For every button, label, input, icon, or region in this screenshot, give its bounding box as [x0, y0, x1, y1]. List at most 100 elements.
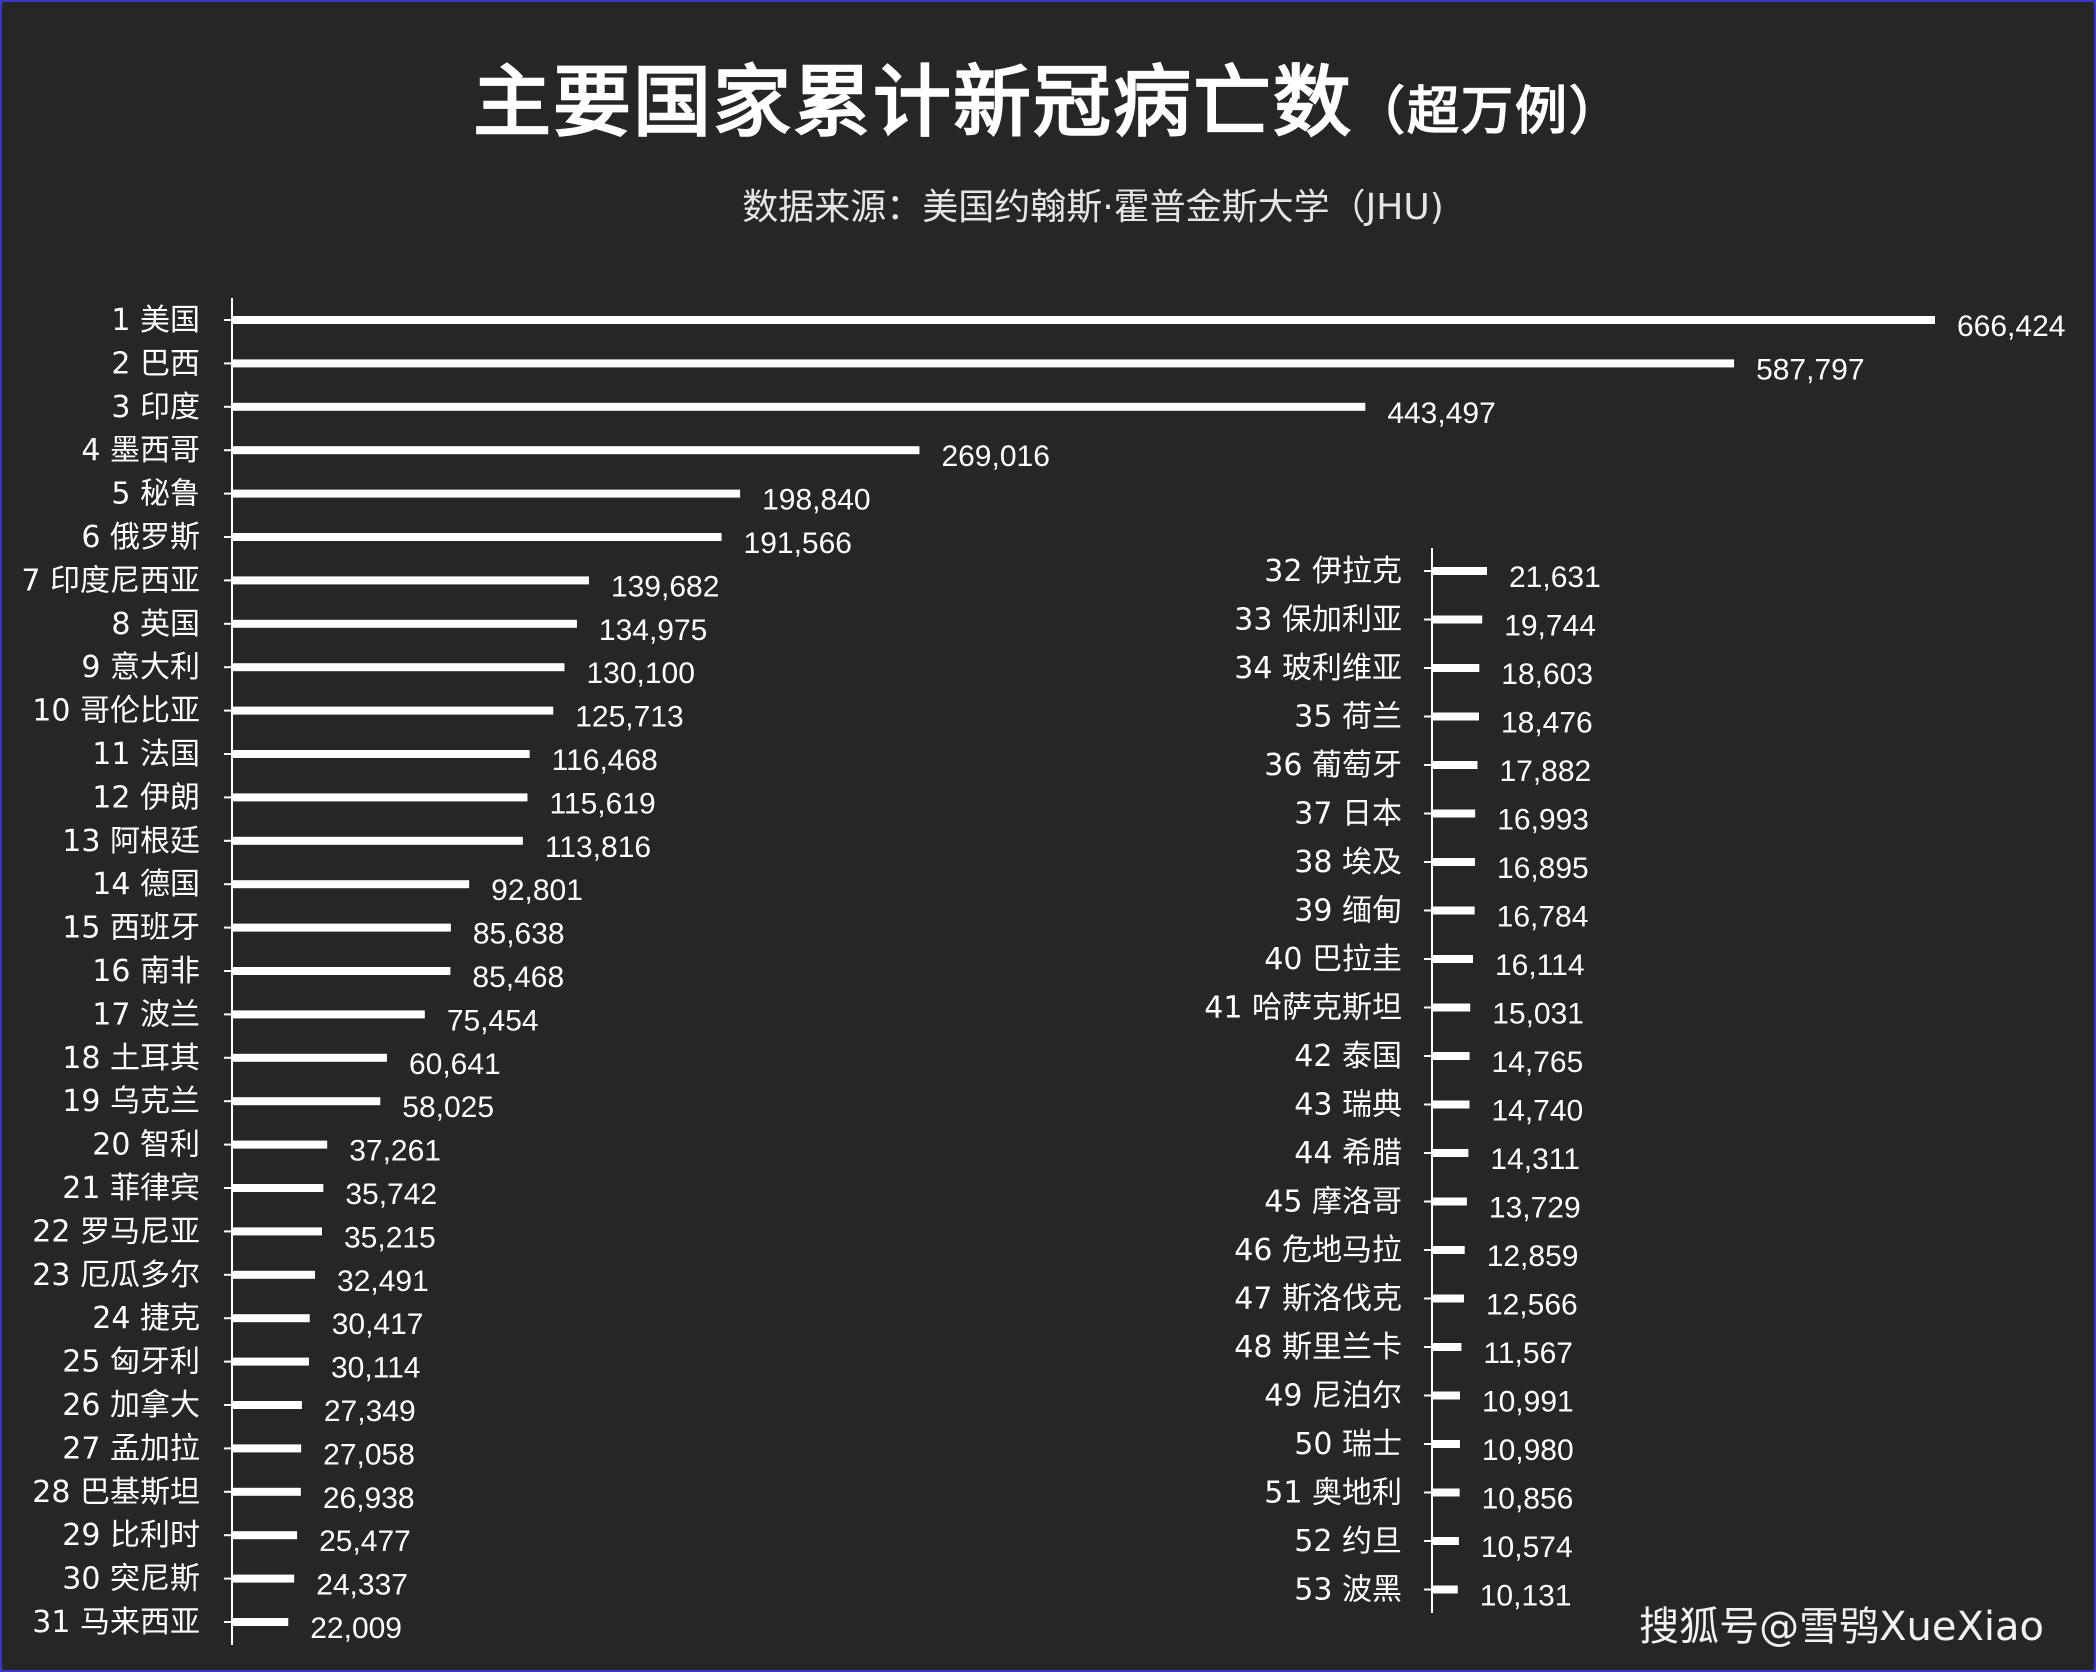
- bar: [1432, 1052, 1470, 1060]
- value-label: 10,574: [1481, 1531, 1573, 1564]
- bar: [232, 967, 451, 975]
- value-label: 443,497: [1387, 397, 1495, 430]
- bar: [232, 706, 554, 715]
- bar: [1432, 1585, 1458, 1594]
- value-label: 27,058: [323, 1438, 415, 1471]
- bar: [232, 1618, 289, 1626]
- bar: [1432, 761, 1478, 769]
- value-label: 92,801: [491, 874, 583, 907]
- bar: [232, 316, 1935, 324]
- chart-title: 主要国家累计新冠病亡数（超万例）: [0, 40, 2096, 152]
- bar: [232, 880, 470, 889]
- category-label: 7 印度尼西亚: [21, 563, 200, 598]
- bar: [1432, 1003, 1471, 1012]
- value-label: 134,975: [599, 614, 707, 647]
- value-label: 35,215: [344, 1221, 436, 1254]
- category-label: 53 波黑: [1294, 1573, 1402, 1608]
- value-label: 115,619: [549, 787, 655, 820]
- category-label: 44 希腊: [1294, 1136, 1402, 1171]
- value-label: 85,638: [473, 918, 565, 951]
- value-label: 25,477: [319, 1525, 411, 1558]
- bar: [232, 663, 565, 672]
- bar: [232, 446, 920, 455]
- category-label: 11 法国: [92, 737, 200, 772]
- category-label: 37 日本: [1294, 797, 1402, 832]
- category-label: 43 瑞典: [1294, 1088, 1402, 1123]
- bar: [232, 1401, 302, 1409]
- category-label: 46 危地马拉: [1234, 1233, 1402, 1268]
- category-label: 45 摩洛哥: [1264, 1185, 1402, 1220]
- inset-panel: 32 伊拉克 21,631 33 保加利亚 19,744 34 玻利维亚 18,603 35…: [1204, 548, 1601, 1613]
- bar: [232, 1097, 381, 1106]
- value-label: 32,491: [337, 1265, 429, 1298]
- category-label: 29 比利时: [62, 1518, 200, 1553]
- value-label: 18,476: [1501, 707, 1593, 740]
- category-label: 3 印度: [111, 390, 200, 425]
- bar: [1432, 1246, 1465, 1254]
- value-label: 37,261: [349, 1135, 441, 1168]
- value-label: 17,882: [1499, 755, 1591, 788]
- category-label: 20 智利: [92, 1128, 200, 1163]
- value-label: 60,641: [409, 1048, 501, 1081]
- value-label: 26,938: [323, 1482, 415, 1515]
- bar: [232, 1140, 328, 1149]
- bar: [1432, 1391, 1460, 1400]
- category-label: 30 突尼斯: [62, 1562, 200, 1597]
- category-label: 51 奥地利: [1264, 1476, 1402, 1511]
- value-label: 11,567: [1483, 1337, 1573, 1370]
- category-label: 32 伊拉克: [1264, 554, 1402, 589]
- bar: [232, 1357, 309, 1366]
- category-label: 47 斯洛伐克: [1234, 1282, 1402, 1317]
- bar: [1432, 615, 1483, 624]
- bar: [232, 836, 523, 845]
- category-label: 52 约旦: [1294, 1524, 1402, 1559]
- bar: [232, 359, 1735, 368]
- value-label: 10,131: [1480, 1580, 1572, 1613]
- bar: [1432, 955, 1473, 963]
- value-label: 30,114: [331, 1352, 421, 1385]
- value-label: 27,349: [324, 1395, 416, 1428]
- bar: [232, 489, 741, 498]
- value-label: 269,016: [941, 440, 1049, 473]
- bar: [232, 923, 451, 932]
- bar: [1432, 664, 1480, 672]
- category-label: 33 保加利亚: [1234, 603, 1402, 638]
- category-label: 27 孟加拉: [62, 1431, 200, 1466]
- category-label: 2 巴西: [111, 346, 200, 381]
- bar: [232, 1227, 322, 1236]
- category-label: 9 意大利: [81, 650, 200, 685]
- value-label: 85,468: [472, 961, 564, 994]
- category-label: 28 巴基斯坦: [32, 1475, 200, 1510]
- category-label: 13 阿根廷: [62, 824, 200, 859]
- category-label: 48 斯里兰卡: [1234, 1330, 1402, 1365]
- value-label: 16,784: [1497, 901, 1589, 934]
- category-label: 8 英国: [111, 607, 200, 642]
- value-label: 14,765: [1492, 1046, 1584, 1079]
- main-panel: 1 美国 666,424 2 巴西 587,797 3 印度 443,497 4 墨西哥 26…: [21, 298, 2065, 1645]
- bar: [232, 1531, 298, 1540]
- category-label: 19 乌克兰: [62, 1084, 200, 1119]
- category-label: 10 哥伦比亚: [32, 694, 200, 729]
- category-label: 12 伊朗: [92, 780, 200, 815]
- bar: [232, 1314, 310, 1323]
- category-label: 1 美国: [111, 303, 200, 338]
- category-label: 4 墨西哥: [81, 433, 200, 468]
- bar: [1432, 858, 1475, 866]
- chart-title-main: 主要国家累计新冠病亡数: [472, 58, 1353, 148]
- watermark: 搜狐号@雪鸮XueXiao: [1639, 1604, 2044, 1650]
- bar: [232, 1010, 425, 1019]
- category-label: 14 德国: [92, 867, 200, 902]
- bar: [1432, 1537, 1459, 1545]
- bar: [232, 793, 528, 802]
- chart-title-suffix: （超万例）: [1353, 82, 1624, 142]
- value-label: 30,417: [332, 1308, 424, 1341]
- bar: [232, 1444, 302, 1453]
- bar: [1432, 1343, 1462, 1351]
- category-label: 41 哈萨克斯坦: [1204, 991, 1402, 1026]
- value-label: 139,682: [611, 570, 719, 603]
- value-label: 16,114: [1495, 949, 1585, 982]
- value-label: 35,742: [345, 1178, 437, 1211]
- value-label: 113,816: [545, 831, 651, 864]
- bar: [1432, 712, 1479, 721]
- category-label: 25 匈牙利: [62, 1345, 200, 1380]
